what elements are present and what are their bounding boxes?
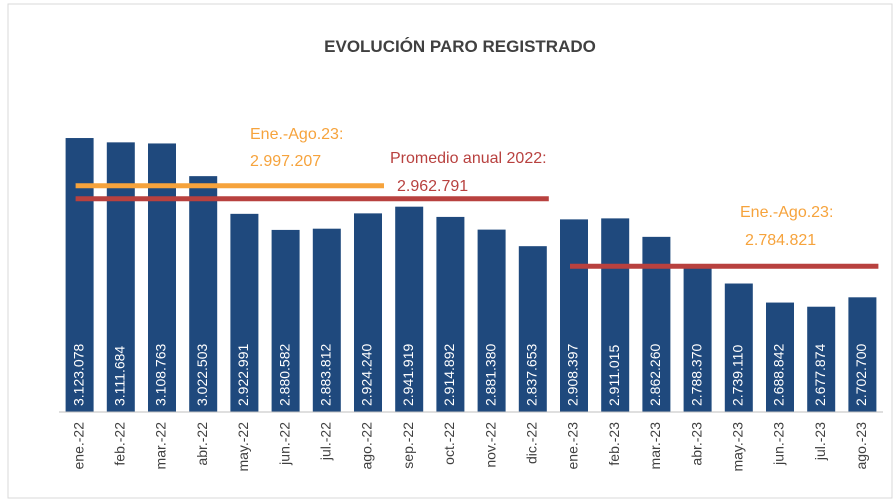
value-label: 2.880.582: [276, 344, 292, 406]
bar: [436, 216, 465, 412]
bar: [683, 264, 712, 412]
chart-title: EVOLUCIÓN PARO REGISTRADO: [324, 37, 596, 56]
bar: [807, 306, 836, 412]
value-label: 2.908.397: [565, 344, 581, 406]
value-label: 3.022.503: [194, 344, 210, 406]
bar: [189, 176, 218, 412]
value-label: 2.837.653: [524, 344, 540, 406]
x-tick-label: feb.-22: [112, 422, 128, 466]
x-tick-label: jul.-22: [318, 422, 334, 461]
annotation-value: 2.997.207: [250, 153, 321, 170]
bar: [518, 246, 547, 412]
value-label: 3.108.763: [153, 344, 169, 406]
x-tick-label: jun.-22: [276, 422, 292, 466]
value-label: 2.702.700: [853, 344, 869, 406]
annotation-value: 2.962.791: [397, 178, 468, 195]
x-tick-label: nov.-22: [482, 422, 498, 468]
bar: [477, 229, 506, 412]
value-label: 3.111.684: [112, 346, 128, 406]
x-tick-label: may.-22: [235, 422, 251, 472]
x-tick-label: mar.-23: [647, 422, 663, 470]
bar: [354, 213, 382, 412]
value-label: 2.862.260: [647, 344, 663, 406]
annotation-value: 2.784.821: [745, 232, 816, 249]
value-label: 2.688.842: [771, 344, 787, 406]
x-tick-label: mar.-22: [153, 422, 169, 470]
x-tick-label: ago.-23: [853, 422, 869, 470]
x-tick-label: oct.-22: [441, 422, 457, 465]
value-label: 2.922.991: [235, 344, 251, 406]
x-tick-label: jul.-23: [812, 422, 828, 461]
bar: [271, 229, 300, 412]
value-label: 2.883.812: [318, 344, 334, 406]
value-label: 2.739.110: [730, 345, 746, 406]
value-label: 3.123.078: [70, 344, 86, 406]
bar: [560, 219, 588, 412]
bar: [395, 206, 424, 412]
x-tick-label: abr.-22: [194, 422, 210, 466]
value-label: 2.914.892: [441, 344, 457, 406]
bar: [601, 218, 630, 412]
x-tick-label: dic.-22: [524, 422, 540, 464]
value-label: 2.677.874: [812, 344, 828, 406]
x-tick-label: abr.-23: [688, 422, 704, 466]
annotation-label: Promedio anual 2022:: [390, 150, 547, 167]
value-label: 2.881.380: [482, 344, 498, 406]
annotation-label: Ene.-Ago.23:: [740, 204, 833, 221]
value-label: 2.924.240: [359, 344, 375, 406]
bar: [230, 213, 259, 412]
bar: [312, 228, 341, 412]
x-tick-label: may.-23: [730, 422, 746, 472]
x-tick-label: jun.-23: [771, 422, 787, 466]
value-label: 2.788.370: [688, 344, 704, 406]
x-tick-label: ene.-23: [565, 422, 581, 470]
bar: [766, 302, 794, 412]
x-tick-label: ene.-22: [70, 422, 86, 470]
annotation-label: Ene.-Ago.23:: [250, 126, 343, 143]
x-tick-label: sep.-22: [400, 422, 416, 469]
bar: [724, 283, 753, 412]
value-label: 2.941.919: [400, 344, 416, 406]
x-tick-label: ago.-22: [359, 422, 375, 470]
bar: [848, 297, 877, 412]
x-tick-label: feb.-23: [606, 422, 622, 466]
value-label: 2.911.015: [606, 345, 622, 406]
